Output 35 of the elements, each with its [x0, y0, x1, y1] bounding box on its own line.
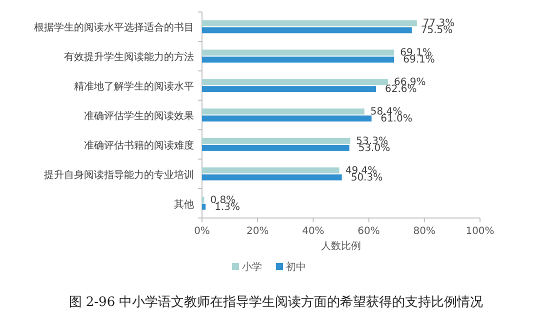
x-axis-title: 人数比例: [321, 240, 361, 252]
bar: [202, 167, 340, 174]
bar: [202, 204, 206, 210]
bar: [202, 50, 394, 56]
y-tick-label: 有效提升学生阅读能力的方法: [64, 51, 194, 64]
legend-label: 小学: [242, 261, 262, 273]
x-tick-label: 20%: [246, 226, 269, 237]
data-label: 61.0%: [380, 114, 412, 124]
y-tick-label: 精准地了解学生的阅读水平: [74, 80, 194, 93]
bar: [202, 138, 350, 144]
bar: [202, 27, 412, 34]
bar: [202, 116, 372, 122]
bar: [202, 56, 394, 63]
data-label: 75.5%: [420, 25, 453, 36]
text: 图 2-96 中小学语文教师在指导学生阅读方面的希望获得的支持比例情况: [68, 294, 484, 310]
x-tick-label: 40%: [302, 226, 324, 237]
y-tick-label: 准确评估学生的阅读效果: [84, 110, 194, 122]
data-label: 1.3%: [214, 202, 240, 213]
data-label: 69.1%: [403, 54, 435, 66]
x-tick-label: 80%: [413, 226, 436, 237]
y-tick-label: 根据学生的阅读水平选择适合的书目: [34, 22, 194, 34]
bar: [202, 86, 376, 92]
y-tick-label: 其他: [174, 198, 194, 210]
bar: [202, 20, 417, 26]
y-tick-label: 准确评估书籍的阅读难度: [84, 139, 194, 152]
bar: [202, 79, 388, 86]
x-tick-label: 100%: [466, 226, 494, 237]
bar: [202, 108, 364, 114]
x-tick-label: 60%: [358, 226, 380, 237]
data-label: 62.6%: [385, 84, 417, 96]
legend-label: 初中: [286, 261, 306, 273]
x-tick-label: 0%: [194, 226, 210, 237]
bar: [202, 174, 342, 180]
bar: [202, 144, 350, 151]
y-tick-label: 提升自身阅读指导能力的专业培训: [44, 168, 194, 181]
